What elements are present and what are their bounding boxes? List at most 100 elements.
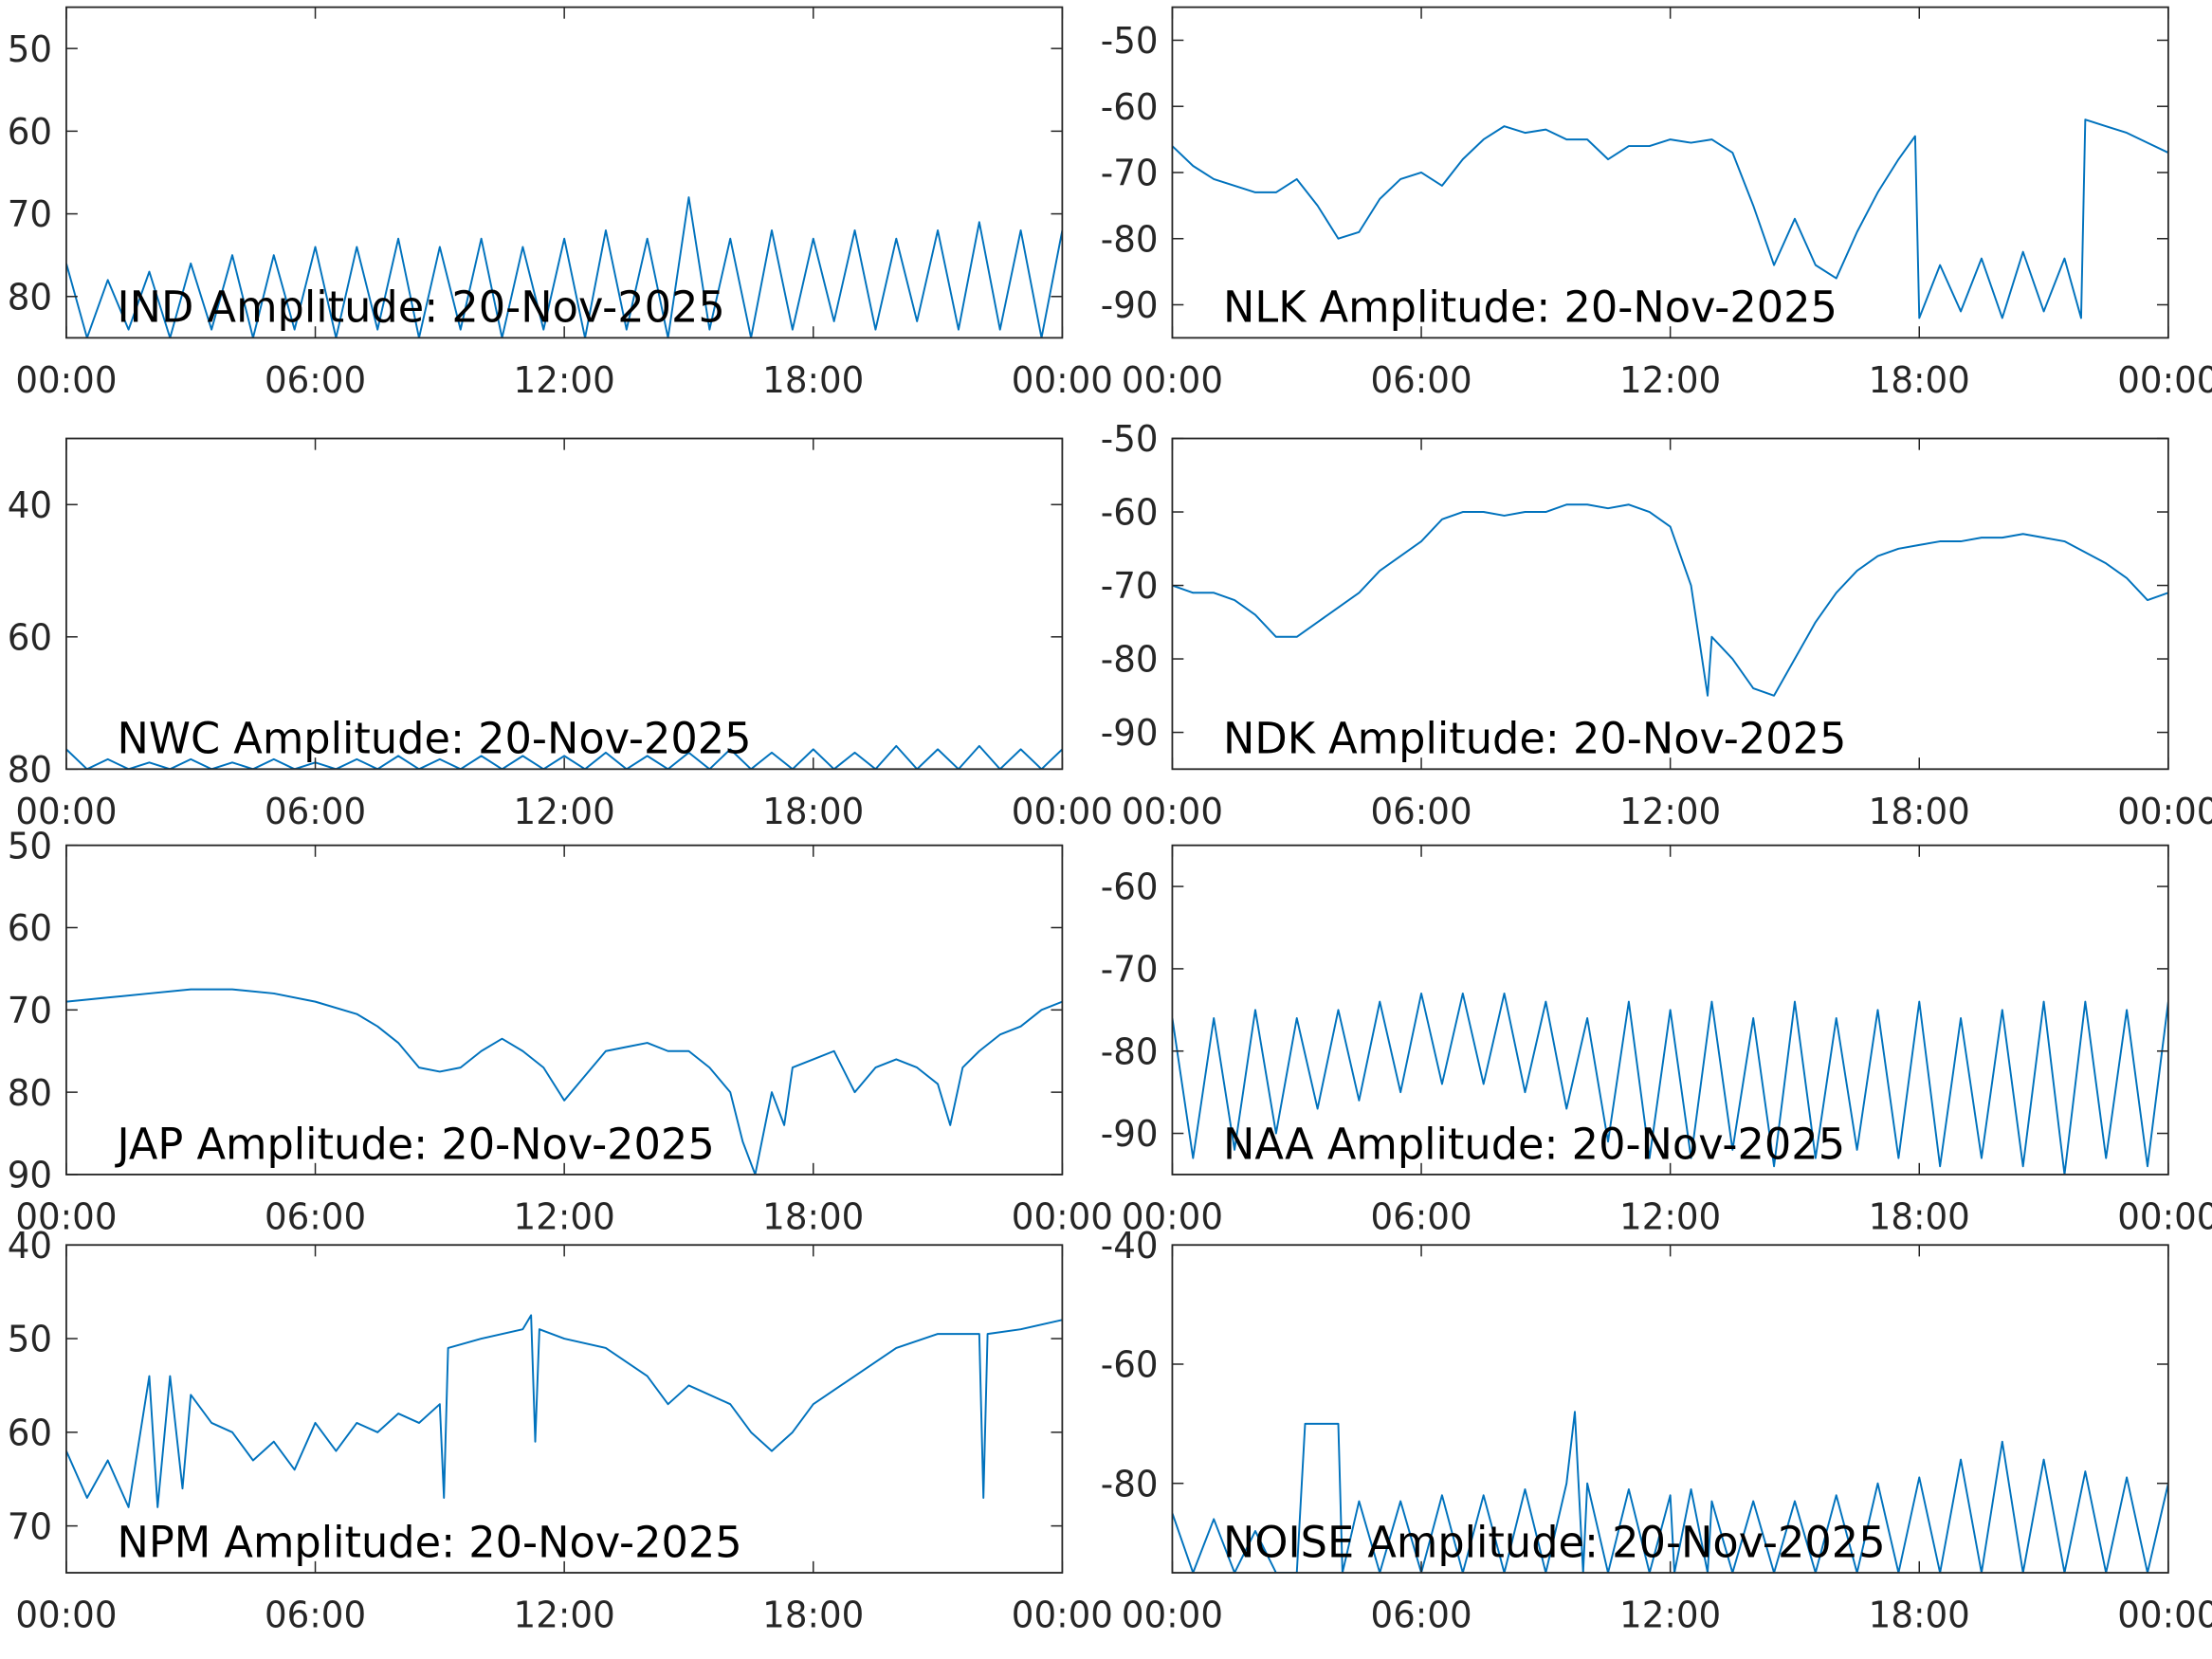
x-tick-label: 00:00 [2117,1195,2212,1237]
subplot: -50 -60 -70 -80 -90 00:00 06:00 12:00 18:00 00:00… [1101,6,2212,401]
y-tick-label: -80 [1101,218,1159,260]
x-tick-label: 00:00 [2117,791,2212,832]
plot-data [1172,1411,2168,1574]
x-tick-label: 06:00 [265,359,366,401]
x-tick-label: 06:00 [1370,791,1472,832]
x-tick-label: 00:00 [2117,1594,2212,1635]
y-tick-label: -60 [1101,86,1159,128]
y-tick-label: 50 [8,825,52,866]
plot-data [1172,992,2168,1175]
x-tick-label: 00:00 [1122,1594,1223,1635]
axes-frame [1171,6,2169,339]
data-line [65,744,1063,770]
y-tick-label: 90 [8,1154,52,1195]
y-tick-label: 40 [8,1225,52,1267]
annotation: JAP Amplitude: 20-Nov-2025 [115,1119,715,1170]
y-tick-label: -50 [1101,20,1159,62]
annotation: NDK Amplitude: 20-Nov-2025 [1223,713,1846,764]
x-tick-label: 12:00 [1619,1195,1721,1237]
x-tick-label: 12:00 [1619,359,1721,401]
y-tick-label: 40 [8,484,52,526]
x-tick-label: 18:00 [1869,359,1970,401]
data-line [1172,1411,2168,1574]
y-tick-label: 60 [8,616,52,658]
x-tick-label: 06:00 [265,1195,366,1237]
x-tick-label: 12:00 [514,1195,615,1237]
plot-data [65,1314,1063,1508]
x-tick-label: 18:00 [1869,791,1970,832]
axes-frame [65,844,1064,1176]
y-tick-label: -80 [1101,638,1159,680]
y-tick-label: -60 [1101,491,1159,533]
axes-frame [1171,437,2169,771]
plot-data [1172,503,2168,697]
y-tick-label: -40 [1101,1225,1159,1267]
x-tick-label: 18:00 [762,791,864,832]
data-line [1172,118,2168,319]
y-tick-label: 60 [8,111,52,153]
x-tick-label: 00:00 [1122,791,1223,832]
plot-area [1172,438,2168,770]
y-tick-label: -80 [1101,1463,1159,1504]
plot-data [65,744,1063,770]
annotation: NPM Amplitude: 20-Nov-2025 [117,1517,741,1568]
axes-frame [65,6,1064,339]
x-tick-label: 00:00 [1122,1195,1223,1237]
x-tick-label: 00:00 [2117,359,2212,401]
x-tick-label: 00:00 [1012,1594,1113,1635]
x-tick-label: 00:00 [15,791,117,832]
x-tick-label: 06:00 [1370,1195,1472,1237]
data-line [65,196,1063,338]
data-line [1172,992,2168,1175]
axes-frame [1171,844,2169,1176]
x-tick-label: 06:00 [1370,1594,1472,1635]
y-tick-label: 50 [8,1318,52,1359]
y-tick-label: 80 [8,749,52,791]
y-tick-label: -70 [1101,565,1159,607]
x-tick-label: 06:00 [265,791,366,832]
y-tick-label: 80 [8,276,52,318]
data-line [1172,503,2168,697]
y-tick-label: -60 [1101,866,1159,907]
axes-frame [1171,1244,2169,1574]
plot-area [1172,7,2168,338]
plot-area [1172,1245,2168,1574]
x-tick-label: 00:00 [1122,359,1223,401]
annotation: NAA Amplitude: 20-Nov-2025 [1223,1119,1845,1170]
y-tick-label: -90 [1101,712,1159,754]
annotation: NLK Amplitude: 20-Nov-2025 [1223,282,1837,333]
plot-area [65,845,1063,1175]
x-tick-label: 06:00 [265,1594,366,1635]
x-tick-label: 00:00 [1012,1195,1113,1237]
x-tick-label: 00:00 [15,1195,117,1237]
data-line [65,988,1063,1175]
x-tick-label: 18:00 [1869,1594,1970,1635]
x-tick-label: 06:00 [1370,359,1472,401]
plot-area [65,7,1063,338]
subplot: -50 -60 -70 -80 -90 00:00 06:00 12:00 18:00 00:00… [1101,418,2212,832]
annotation: IND Amplitude: 20-Nov-2025 [117,282,724,333]
x-tick-label: 00:00 [15,1594,117,1635]
data-line [65,1314,1063,1508]
plot-data [65,988,1063,1175]
plot-data [1172,118,2168,319]
plot-area [65,438,1063,770]
annotation: NOISE Amplitude: 20-Nov-2025 [1223,1517,1886,1568]
y-tick-label: 70 [8,1505,52,1547]
y-tick-label: 50 [8,27,52,69]
plot-area [65,1245,1063,1574]
x-tick-label: 18:00 [762,359,864,401]
x-tick-label: 18:00 [1869,1195,1970,1237]
plot-data [65,196,1063,338]
axes-frame [65,1244,1064,1574]
x-tick-label: 12:00 [1619,1594,1721,1635]
x-tick-label: 12:00 [514,359,615,401]
y-tick-label: 70 [8,990,52,1031]
